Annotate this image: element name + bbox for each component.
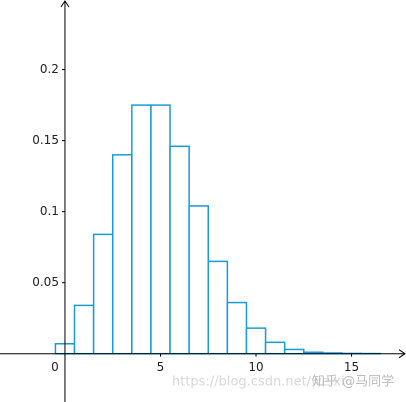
bar (226, 301, 248, 355)
y-tick-label: 0.15 (32, 133, 59, 147)
x-tick-label: 5 (157, 360, 165, 374)
y-tick-label: 0.2 (40, 62, 59, 76)
y-axis-arrow (60, 0, 70, 8)
x-tick-label: 15 (344, 360, 359, 374)
x-tick-label: 0 (51, 360, 59, 374)
bar (283, 348, 305, 355)
y-tick-label: 0.05 (32, 275, 59, 289)
bar (245, 327, 267, 355)
watermark: 知乎 @马同学 (312, 374, 394, 390)
bar (131, 104, 152, 355)
bar (111, 154, 133, 355)
x-axis-arrow (398, 349, 406, 359)
y-tick-label: 0.1 (40, 204, 59, 218)
bar (73, 304, 95, 355)
bar (264, 341, 286, 355)
bar (150, 104, 171, 355)
bar (188, 205, 210, 355)
watermark: https://blog.csdn.net/weixi (172, 375, 345, 390)
bar (207, 260, 229, 355)
bar (92, 233, 114, 355)
x-tick-label: 10 (248, 360, 263, 374)
bar (169, 145, 190, 355)
